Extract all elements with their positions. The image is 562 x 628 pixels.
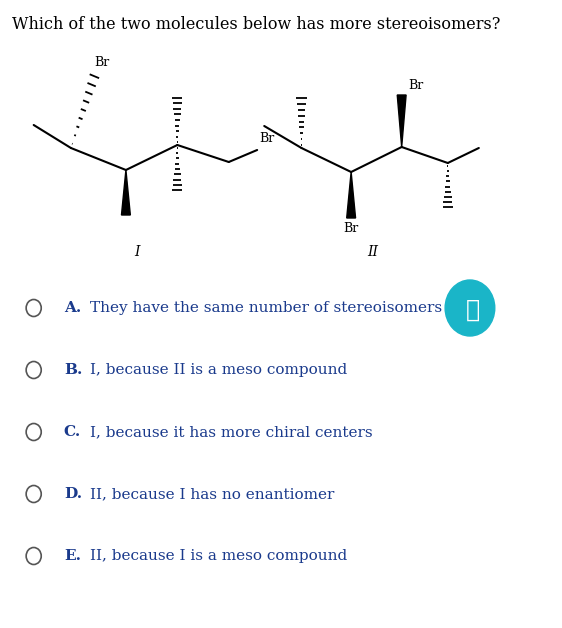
Text: A.: A.: [64, 301, 81, 315]
Polygon shape: [121, 170, 130, 215]
Text: I, because it has more chiral centers: I, because it has more chiral centers: [90, 425, 373, 439]
Text: II, because I is a meso compound: II, because I is a meso compound: [90, 549, 348, 563]
Text: अ: अ: [465, 298, 480, 322]
Text: II: II: [367, 245, 378, 259]
Circle shape: [445, 280, 495, 336]
Text: They have the same number of stereoisomers: They have the same number of stereoisome…: [90, 301, 442, 315]
Text: Br: Br: [94, 56, 109, 69]
Text: Br: Br: [343, 222, 359, 235]
Text: Br: Br: [259, 132, 274, 145]
Text: E.: E.: [64, 549, 81, 563]
Text: B.: B.: [64, 363, 82, 377]
Polygon shape: [347, 172, 356, 218]
Polygon shape: [397, 95, 406, 147]
Text: D.: D.: [64, 487, 82, 501]
Text: Which of the two molecules below has more stereoisomers?: Which of the two molecules below has mor…: [12, 16, 501, 33]
Text: I: I: [135, 245, 140, 259]
Text: Br: Br: [409, 79, 424, 92]
Text: I, because II is a meso compound: I, because II is a meso compound: [90, 363, 348, 377]
Text: II, because I has no enantiomer: II, because I has no enantiomer: [90, 487, 335, 501]
Text: C.: C.: [64, 425, 81, 439]
